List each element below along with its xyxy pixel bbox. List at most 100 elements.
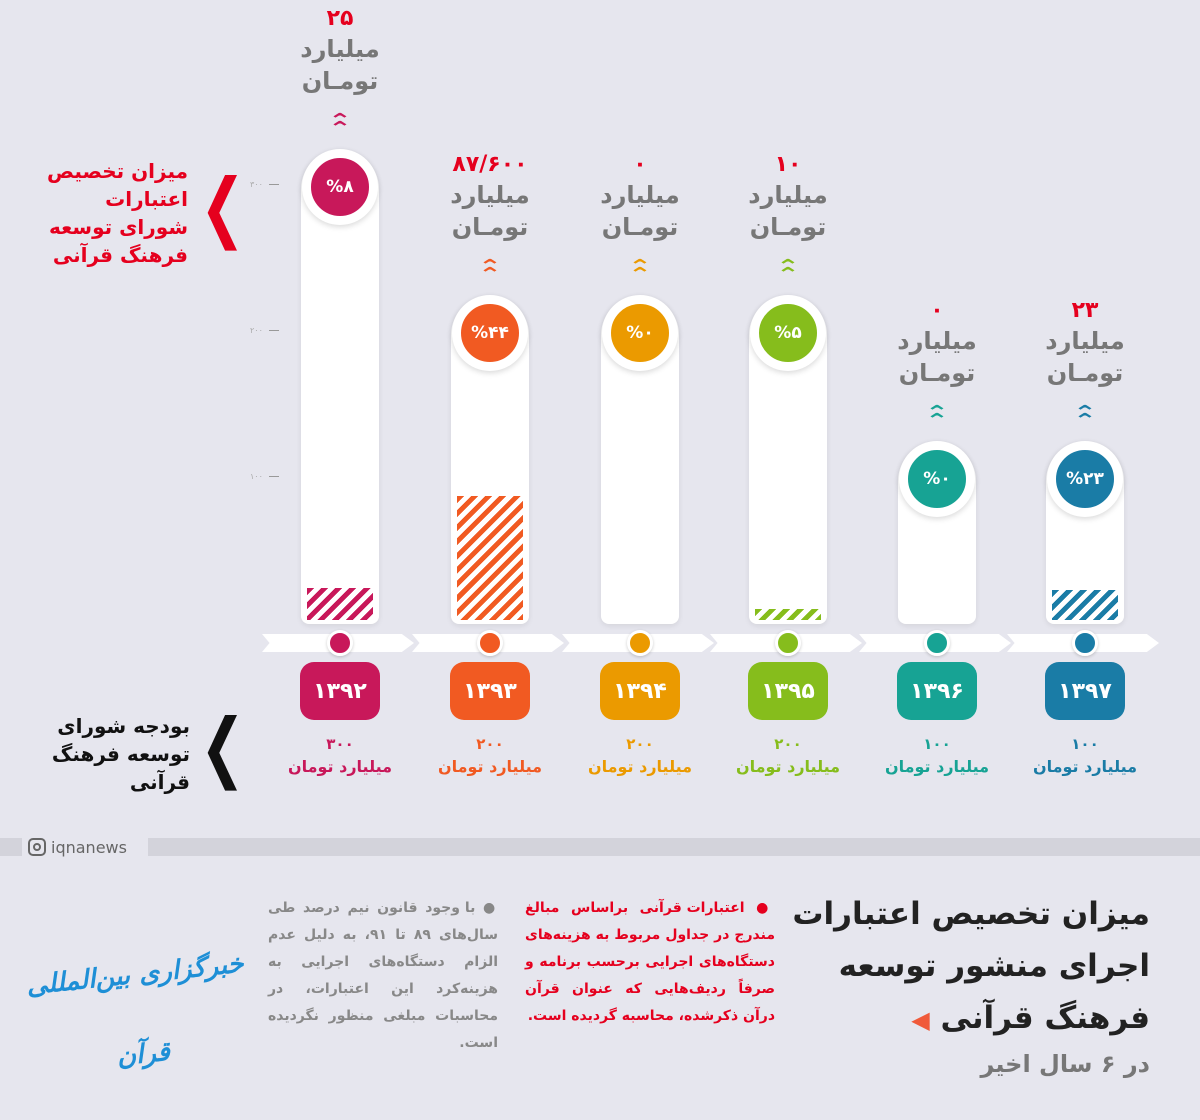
allocated-value-label: ۸۷/۶۰۰ میلیارد تومـان [415,151,565,243]
allocated-value-label: ۰ میلیارد تومـان [565,151,715,243]
year-badge: ۱۳۹۵ [748,662,828,720]
timeline-dot [924,630,950,656]
unit-line2: تومـان [898,359,976,387]
allocated-value: ۲۳ [1071,298,1099,323]
budget-unit: میلیارد تومان [1032,757,1138,776]
budget-label: ۲۰۰ میلیارد تومان [415,735,565,776]
percent-label: %۴۴ [459,302,521,364]
allocated-value-label: ۲۵ میلیارد تومـان [265,5,415,97]
budget-label: ۱۰۰ میلیارد تومان [862,735,1012,776]
allocated-legend: میزان تخصیص اعتبارات شورای توسعه فرهنگ ق… [47,159,188,267]
allocated-value: ۰ [930,298,944,323]
budget-value: ۲۰۰ [626,735,654,753]
y-tick-label: ۲۰۰ [250,326,263,335]
percent-badge: %۰ [602,295,678,371]
percent-badge: %۴۴ [452,295,528,371]
timeline-dot [327,630,353,656]
footer-bar [0,838,1200,856]
unit-line2: تومـان [301,67,379,95]
y-tick: ۱۰۰ [250,472,290,481]
chevron-up-icon: ⌃ ⌃ [775,256,801,285]
bar-budget [301,150,379,624]
budget-unit: میلیارد تومان [437,757,543,776]
unit-line2: تومـان [1046,359,1124,387]
y-tick-label: ۳۰۰ [250,180,263,189]
budget-label: ۲۰۰ میلیارد تومان [713,735,863,776]
chevron-up-icon: ⌃ ⌃ [627,256,653,285]
percent-badge: %۸ [302,149,378,225]
budget-label: ۳۰۰ میلیارد تومان [265,735,415,776]
timeline-dot [1072,630,1098,656]
social-handle[interactable]: iqnanews [22,834,148,860]
note-red: اعتبارات قرآنی براساس مبالغ مندرج در جدا… [525,900,775,1024]
percent-label: %۰ [609,302,671,364]
budget-unit: میلیارد تومان [884,757,990,776]
year-badge: ۱۳۹۴ [600,662,680,720]
y-tick: ۳۰۰ [250,180,290,189]
year-badge: ۱۳۹۶ [897,662,977,720]
note-gray: با وجود قانون نیم درصد طی سال‌های ۸۹ تا … [268,900,499,1051]
percent-badge: %۰ [899,441,975,517]
unit-line2: تومـان [749,213,827,241]
note-gray-block: ● با وجود قانون نیم درصد طی سال‌های ۸۹ ت… [268,895,498,1057]
budget-value: ۱۰۰ [1071,735,1099,753]
allocated-value-label: ۰ میلیارد تومـان [862,297,1012,389]
infographic-title: میزان تخصیص اعتبارات اجرای منشور توسعه ف… [792,896,1150,1036]
social-handle-text: iqnanews [51,837,127,857]
timeline-dot [627,630,653,656]
allocated-value: ۰ [633,152,647,177]
budget-label: ۱۰۰ میلیارد تومان [1010,735,1160,776]
bullet-icon: ● [756,900,776,916]
y-tick: ۲۰۰ [250,326,290,335]
allocated-value: ۲۵ [326,6,354,31]
budget-legend: بودجه شورای توسعه فرهنگ قرآنی [51,714,190,794]
chevron-up-icon: ⌃ ⌃ [477,256,503,285]
budget-label: ۲۰۰ میلیارد تومان [565,735,715,776]
instagram-icon [28,838,46,856]
bar-allocated [307,587,373,620]
tick-mark [268,330,279,331]
y-tick-label: ۱۰۰ [250,472,263,481]
timeline-dot [775,630,801,656]
percent-badge: %۵ [750,295,826,371]
unit-line1: میلیارد [300,35,380,63]
percent-label: %۰ [906,448,968,510]
tick-mark [268,476,279,477]
budget-value: ۱۰۰ [923,735,951,753]
timeline-dot [477,630,503,656]
bar-allocated [755,609,821,620]
bullet-icon: ● [483,900,498,916]
budget-value: ۳۰۰ [326,735,354,753]
unit-line1: میلیارد [748,181,828,209]
percent-label: %۵ [757,302,819,364]
chevron-up-icon: ⌃ ⌃ [1072,402,1098,431]
percent-label: %۲۳ [1054,448,1116,510]
bar-allocated [1052,590,1118,620]
chevron-up-icon: ⌃ ⌃ [924,402,950,431]
unit-line1: میلیارد [600,181,680,209]
logo: خبرگزاری بین‌المللی قرآن [24,948,246,1073]
infographic-subtitle: در ۶ سال اخیر [980,1050,1150,1078]
chevron-up-icon: ⌃ ⌃ [327,110,353,139]
unit-line2: تومـان [451,213,529,241]
allocated-value-label: ۲۳ میلیارد تومـان [1010,297,1160,389]
unit-line1: میلیارد [897,327,977,355]
triangle-icon: ◀ [911,1006,930,1034]
budget-value: ۲۰۰ [774,735,802,753]
year-badge: ۱۳۹۷ [1045,662,1125,720]
unit-line1: میلیارد [1045,327,1125,355]
budget-unit: میلیارد تومان [587,757,693,776]
percent-label: %۸ [309,156,371,218]
allocated-value: ۸۷/۶۰۰ [452,152,528,177]
budget-unit: میلیارد تومان [287,757,393,776]
unit-line1: میلیارد [450,181,530,209]
allocated-value-label: ۱۰ میلیارد تومـان [713,151,863,243]
bar-allocated [457,496,523,620]
percent-badge: %۲۳ [1047,441,1123,517]
budget-unit: میلیارد تومان [735,757,841,776]
infographic-title-block: میزان تخصیص اعتبارات اجرای منشور توسعه ف… [790,888,1150,1046]
year-badge: ۱۳۹۲ [300,662,380,720]
tick-mark [268,184,279,185]
year-badge: ۱۳۹۳ [450,662,530,720]
chevron-right-icon: ❯ [200,702,246,791]
